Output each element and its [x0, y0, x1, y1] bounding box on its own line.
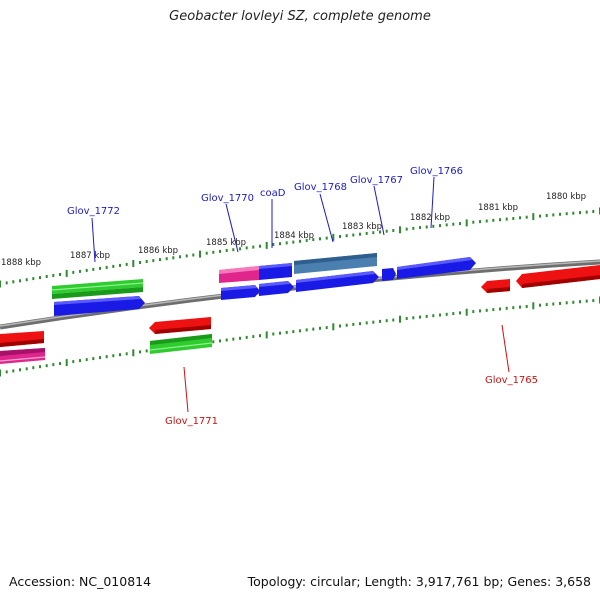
scale-label-1887: 1887 kbp	[70, 251, 110, 261]
scale-label-1888: 1888 kbp	[1, 258, 41, 268]
reverse-leader-lines	[183, 324, 510, 413]
label-glov-1772: Glov_1772	[67, 206, 120, 217]
forward-strand-genes	[51, 253, 476, 316]
scale-label-1880: 1880 kbp	[546, 192, 586, 202]
label-glov-1770: Glov_1770	[201, 193, 254, 204]
gene-glov-1768[interactable]	[294, 253, 377, 274]
label-coad: coaD	[260, 188, 286, 199]
label-glov-1771: Glov_1771	[165, 416, 218, 427]
scale-labels: 1888 kbp 1887 kbp 1886 kbp 1885 kbp 1884…	[1, 192, 586, 268]
scale-ticks-upper	[0, 207, 600, 288]
label-glov-1768: Glov_1768	[294, 182, 347, 193]
gene-reverse-magenta-left[interactable]	[0, 348, 46, 364]
label-glov-1765: Glov_1765	[485, 375, 538, 386]
scale-label-1883: 1883 kbp	[342, 222, 382, 232]
gene-forward-c[interactable]	[259, 281, 294, 296]
label-glov-1767: Glov_1767	[350, 175, 403, 186]
forward-gene-labels: Glov_1772 Glov_1770 coaD Glov_1768 Glov_…	[67, 166, 463, 217]
gene-glov-1772[interactable]	[51, 279, 144, 299]
scale-label-1886: 1886 kbp	[138, 246, 178, 256]
gene-glov-1765[interactable]	[481, 279, 510, 293]
accession-text: Accession: NC_010814	[9, 574, 152, 589]
label-glov-1766: Glov_1766	[410, 166, 463, 177]
gene-forward-a[interactable]	[54, 296, 145, 316]
gene-glov-1770[interactable]	[219, 266, 259, 283]
scale-label-1881: 1881 kbp	[478, 203, 518, 213]
map-title: Geobacter lovleyi SZ, complete genome	[169, 9, 431, 24]
scale-label-1882: 1882 kbp	[410, 213, 450, 223]
gene-forward-b[interactable]	[221, 285, 260, 300]
genome-summary-text: Topology: circular; Length: 3,917,761 bp…	[247, 574, 591, 589]
gene-glov-1771[interactable]	[149, 317, 211, 334]
gene-reverse-red-right[interactable]	[516, 265, 600, 288]
gene-forward-d[interactable]	[296, 271, 379, 292]
gene-coad[interactable]	[259, 263, 292, 280]
reverse-strand-genes	[0, 265, 600, 364]
reverse-gene-labels: Glov_1771 Glov_1765	[165, 375, 538, 427]
gene-reverse-green[interactable]	[149, 334, 213, 354]
scale-label-1885: 1885 kbp	[206, 238, 246, 248]
gene-glov-1766[interactable]	[397, 257, 476, 279]
scale-label-1884: 1884 kbp	[274, 231, 314, 241]
gene-glov-1767[interactable]	[382, 268, 396, 281]
forward-leader-lines	[91, 176, 435, 263]
gene-reverse-red-left[interactable]	[0, 331, 44, 347]
